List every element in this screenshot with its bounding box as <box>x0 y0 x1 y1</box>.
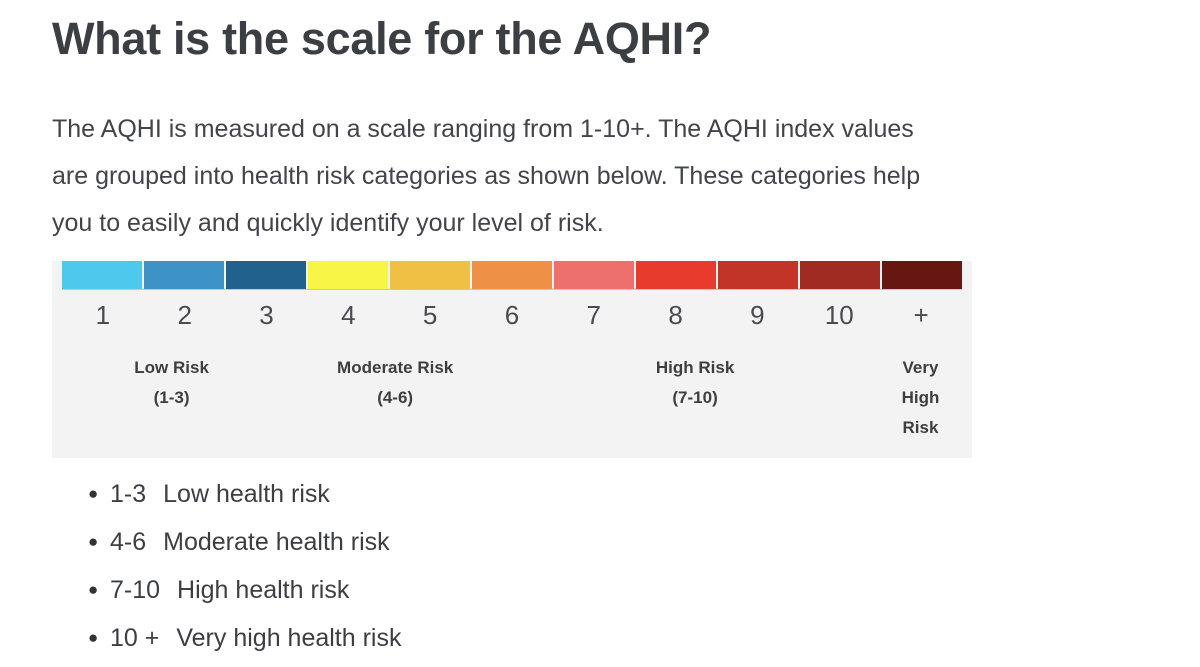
scale-number-5: 5 <box>422 300 438 330</box>
risk-range: 4-6 <box>110 528 147 556</box>
risk-label: Low health risk <box>163 480 330 508</box>
scale-category: Very High Risk <box>895 353 947 443</box>
intro-paragraph: The AQHI is measured on a scale ranging … <box>52 106 1200 247</box>
scale-category: Low Risk (1-3) <box>134 353 209 413</box>
bullet-icon: ● <box>88 628 99 647</box>
risk-range: 1-3 <box>110 480 147 508</box>
scale-swatch-4 <box>308 261 388 289</box>
scale-number-7: 7 <box>586 300 602 330</box>
bullet-icon: ● <box>88 580 99 599</box>
scale-number-row: 1 2 3 4 5 6 7 8 9 10 + <box>62 301 962 329</box>
scale-number-+: + <box>913 300 929 330</box>
scale-category: Moderate Risk (4-6) <box>337 353 453 413</box>
scale-swatch-3 <box>226 261 306 289</box>
bullet-icon: ● <box>88 532 99 551</box>
category-label: Very High Risk <box>901 358 940 437</box>
category-label: High Risk <box>655 358 735 377</box>
scale-number-8: 8 <box>668 300 683 330</box>
scale-number-2: 2 <box>177 300 192 330</box>
scale-number-4: 4 <box>341 300 356 330</box>
category-range: (1-3) <box>153 388 190 407</box>
risk-label: High health risk <box>177 576 350 604</box>
scale-number-6: 6 <box>504 300 520 330</box>
scale-swatch-5 <box>390 261 470 289</box>
risk-label: Moderate health risk <box>163 528 390 556</box>
bullet-icon: ● <box>88 484 99 503</box>
scale-swatch-7 <box>554 261 634 289</box>
scale-number-9: 9 <box>750 300 765 330</box>
scale-swatch-10 <box>800 261 880 289</box>
scale-category: High Risk (7-10) <box>656 353 734 413</box>
scale-swatch-+ <box>882 261 962 289</box>
category-label: Moderate Risk <box>337 358 454 377</box>
risk-category-list: ● 1-3 Low health risk ● 4-6 Moderate health r… <box>88 470 1200 662</box>
risk-label: Very high health risk <box>176 624 402 652</box>
scale-swatch-6 <box>472 261 552 289</box>
risk-range: 10 + <box>110 624 160 652</box>
intro-line: The AQHI is measured on a scale ranging … <box>52 115 914 143</box>
scale-swatch-8 <box>636 261 716 289</box>
aqhi-scale-figure: 1 2 3 4 5 6 7 8 9 10 + Low Risk (1-3) Moderate Risk (… <box>52 261 972 458</box>
risk-range: 7-10 <box>110 576 161 604</box>
scale-swatch-9 <box>718 261 798 289</box>
scale-number-3: 3 <box>259 300 274 330</box>
scale-number-1: 1 <box>95 300 111 330</box>
scale-swatch-1 <box>62 261 142 289</box>
risk-list-item: ● 4-6 Moderate health risk <box>88 518 1200 566</box>
category-range: (7-10) <box>672 388 718 407</box>
scale-swatch-2 <box>144 261 224 289</box>
scale-color-bar <box>62 261 962 289</box>
risk-list-item: ● 10 + Very high health risk <box>88 614 1200 662</box>
scale-number-10: 10 <box>824 300 854 330</box>
category-label: Low Risk <box>134 358 209 377</box>
intro-line: are grouped into health risk categories … <box>52 162 921 190</box>
risk-list-item: ● 7-10 High health risk <box>88 566 1200 614</box>
category-range: (4-6) <box>377 388 414 407</box>
scale-category-row: Low Risk (1-3) Moderate Risk (4-6) High Risk… <box>52 353 972 448</box>
risk-list-item: ● 1-3 Low health risk <box>88 470 1200 518</box>
page-title: What is the scale for the AQHI? <box>52 13 712 64</box>
intro-line: you to easily and quickly identify your … <box>52 209 604 237</box>
